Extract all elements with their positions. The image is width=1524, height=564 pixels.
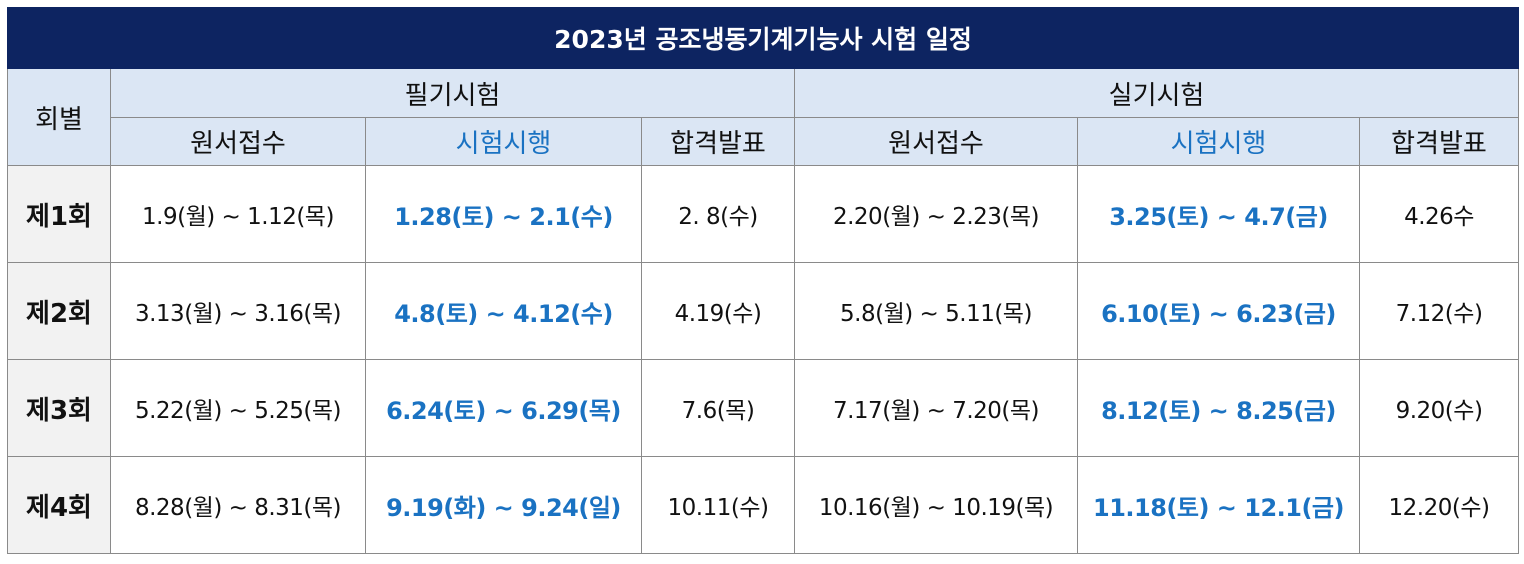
practical-result-cell: 7.12(수) bbox=[1358, 262, 1520, 360]
written-exam-cell: 1.28(토) ~ 2.1(수) bbox=[365, 165, 642, 263]
table-row: 제4회 8.28(월) ~ 8.31(목) 9.19(화) ~ 9.24(일) … bbox=[7, 456, 1520, 554]
practical-exam-header: 실기시험 bbox=[793, 68, 1520, 118]
written-apply-cell: 8.28(월) ~ 8.31(목) bbox=[110, 456, 366, 554]
written-exam-cell: 6.24(토) ~ 6.29(목) bbox=[365, 359, 642, 457]
written-result-cell: 2. 8(수) bbox=[641, 165, 795, 263]
practical-result-cell: 12.20(수) bbox=[1358, 456, 1520, 554]
practical-result-cell: 4.26수 bbox=[1358, 165, 1520, 263]
written-exam-cell: 9.19(화) ~ 9.24(일) bbox=[365, 456, 642, 554]
written-apply-cell: 1.9(월) ~ 1.12(목) bbox=[110, 165, 366, 263]
written-result-header: 합격발표 bbox=[641, 117, 795, 166]
practical-apply-cell: 5.8(월) ~ 5.11(목) bbox=[794, 262, 1078, 360]
written-exam-cell: 4.8(토) ~ 4.12(수) bbox=[365, 262, 642, 360]
practical-apply-cell: 10.16(월) ~ 10.19(목) bbox=[794, 456, 1078, 554]
written-result-cell: 10.11(수) bbox=[641, 456, 795, 554]
written-exam-date-header: 시험시행 bbox=[365, 117, 642, 166]
practical-exam-date-header: 시험시행 bbox=[1077, 117, 1360, 166]
written-apply-cell: 3.13(월) ~ 3.16(목) bbox=[110, 262, 366, 360]
practical-apply-header: 원서접수 bbox=[794, 117, 1078, 166]
practical-apply-cell: 2.20(월) ~ 2.23(목) bbox=[794, 165, 1078, 263]
practical-exam-cell: 6.10(토) ~ 6.23(금) bbox=[1077, 262, 1360, 360]
practical-apply-cell: 7.17(월) ~ 7.20(목) bbox=[794, 359, 1078, 457]
practical-exam-cell: 11.18(토) ~ 12.1(금) bbox=[1077, 456, 1360, 554]
round-label: 제4회 bbox=[7, 456, 111, 554]
practical-exam-cell: 8.12(토) ~ 8.25(금) bbox=[1077, 359, 1360, 457]
written-apply-cell: 5.22(월) ~ 5.25(목) bbox=[110, 359, 366, 457]
page-title: 2023년 공조냉동기계기능사 시험 일정 bbox=[6, 7, 1520, 69]
practical-result-cell: 9.20(수) bbox=[1358, 359, 1520, 457]
round-header: 회별 bbox=[7, 68, 111, 166]
practical-result-header: 합격발표 bbox=[1358, 117, 1520, 166]
written-apply-header: 원서접수 bbox=[110, 117, 366, 166]
round-label: 제1회 bbox=[7, 165, 111, 263]
table-row: 제2회 3.13(월) ~ 3.16(목) 4.8(토) ~ 4.12(수) 4… bbox=[7, 262, 1520, 360]
table-row: 제1회 1.9(월) ~ 1.12(목) 1.28(토) ~ 2.1(수) 2.… bbox=[7, 165, 1520, 263]
written-result-cell: 7.6(목) bbox=[641, 359, 795, 457]
written-exam-header: 필기시험 bbox=[110, 68, 795, 118]
written-result-cell: 4.19(수) bbox=[641, 262, 795, 360]
practical-exam-cell: 3.25(토) ~ 4.7(금) bbox=[1077, 165, 1360, 263]
table-row: 제3회 5.22(월) ~ 5.25(목) 6.24(토) ~ 6.29(목) … bbox=[7, 359, 1520, 457]
round-label: 제3회 bbox=[7, 359, 111, 457]
exam-schedule-table: 2023년 공조냉동기계기능사 시험 일정 회별 필기시험 실기시험 원서접수 … bbox=[6, 7, 1520, 554]
round-label: 제2회 bbox=[7, 262, 111, 360]
